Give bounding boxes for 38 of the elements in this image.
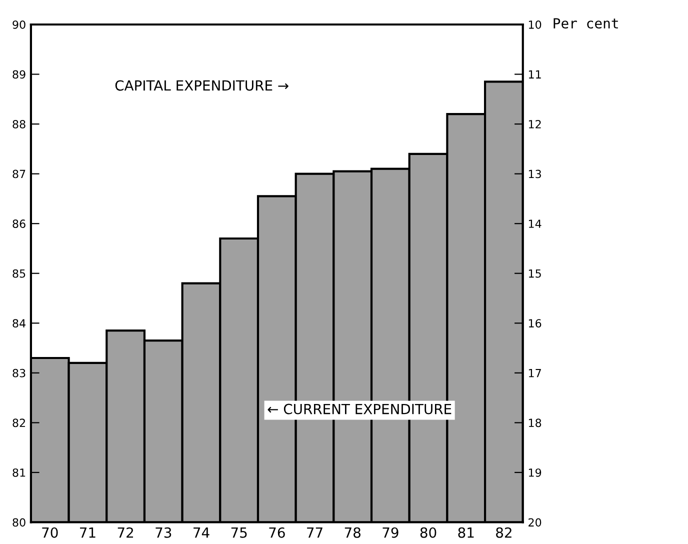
y2-tick-label: 11 [528, 70, 541, 78]
y-tick-label: 88 [12, 120, 26, 128]
annotation: ← CURRENT EXPENDITURE [268, 404, 452, 414]
x-tick-label: 80 [420, 527, 436, 538]
y-tick-label: 85 [12, 269, 26, 278]
y-tick-label: 87 [12, 170, 26, 178]
y2-tick-label: 19 [528, 468, 542, 477]
x-tick-label: 70 [42, 527, 58, 538]
y2-tick-label: 13 [528, 170, 541, 178]
x-tick-label: 82 [496, 527, 512, 538]
x-tick-label: 73 [156, 527, 172, 538]
y-tick-label: 83 [12, 368, 26, 378]
y2-tick-label: 15 [528, 269, 541, 278]
y-tick-label: 89 [12, 70, 26, 79]
y-tick-label: 80 [12, 518, 26, 527]
y2-tick-label: 12 [528, 120, 541, 128]
x-tick-label: 74 [194, 528, 210, 538]
y2-tick-label: 10 [528, 20, 542, 29]
x-tick-label: 72 [118, 527, 134, 538]
x-tick-label: 81 [458, 527, 474, 538]
y2-tick-label: 18 [528, 418, 542, 428]
y-tick-label: 90 [12, 20, 26, 29]
y-tick-label: 86 [12, 220, 26, 228]
y-tick-label: 82 [12, 418, 25, 428]
y2-tick-label: 20 [528, 518, 542, 527]
x-tick-label: 71 [80, 528, 96, 538]
y2-tick-label: 14 [528, 220, 542, 228]
y-tick-label: 84 [12, 319, 26, 328]
x-tick-label: 75 [231, 528, 247, 538]
y2-tick-label: 17 [528, 369, 541, 378]
y2-tick-label: 16 [528, 319, 542, 328]
x-tick-label: 76 [269, 527, 285, 538]
y2-axis-title: Per cent [554, 18, 618, 29]
y-tick-label: 81 [12, 468, 26, 477]
x-tick-label: 79 [382, 527, 398, 538]
x-tick-label: 77 [307, 528, 322, 538]
annotation: CAPITAL EXPENDITURE → [115, 80, 288, 91]
x-tick-label: 78 [344, 527, 360, 538]
